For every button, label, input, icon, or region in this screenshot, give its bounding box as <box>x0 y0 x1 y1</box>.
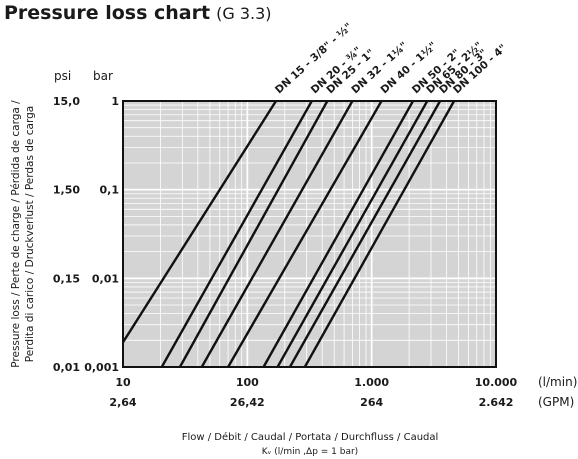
series-line <box>200 100 354 368</box>
y-tick-bar-label: 0,01 <box>92 272 119 285</box>
series-line <box>160 100 313 368</box>
y-axis-label-line-2: Perdita di carico / Druckverlust / Perda… <box>24 106 36 362</box>
x-tick-gpm-label: 26,42 <box>230 396 265 409</box>
x-tick-label: 100 <box>236 376 259 389</box>
psi-unit-label: psi <box>54 69 71 83</box>
tick-labels: 10 2,64 100 26,42 1.000 264 10.000 2.642 1 15,0 0,… <box>53 95 518 409</box>
x-tick-gpm-label: 2.642 <box>479 396 514 409</box>
chart-title-suffix: (G 3.3) <box>216 4 272 23</box>
y-tick-bar-label: 0,1 <box>100 184 120 197</box>
bar-unit-label: bar <box>93 69 113 83</box>
x-tick-label: 1.000 <box>354 376 389 389</box>
series-line <box>276 100 429 368</box>
series-labels: DN 15 - 3/8" - ½"DN 20 - ¾"DN 25 - 1"DN … <box>273 21 509 96</box>
series-line <box>178 100 329 368</box>
y-tick-psi-label: 0,15 <box>53 272 80 285</box>
y-axis-label-line-1: Pressure loss / Perte de charge / Pérdid… <box>10 100 22 368</box>
x-unit-gpm: (GPM) <box>538 395 574 409</box>
series-line <box>121 100 277 343</box>
y-tick-psi-label: 1,50 <box>53 184 80 197</box>
y-tick-psi-label: 0,01 <box>53 361 80 374</box>
plot-area <box>123 101 496 367</box>
series-line <box>303 100 456 368</box>
y-tick-bar-label: 0,001 <box>84 361 119 374</box>
x-unit-lpm: (l/min) <box>538 375 577 389</box>
x-axis-label-line-1: Flow / Débit / Caudal / Portata / Durchf… <box>182 431 439 443</box>
x-tick-gpm-label: 264 <box>360 396 383 409</box>
series-line <box>288 100 442 368</box>
chart-title: Pressure loss chart (G 3.3) <box>4 2 272 24</box>
series-line <box>227 100 383 368</box>
x-axis-label-line-2: Kᵥ (l/min ,Δp = 1 bar) <box>262 447 358 457</box>
x-tick-gpm-label: 2,64 <box>109 396 136 409</box>
y-tick-bar-label: 1 <box>111 95 119 108</box>
x-tick-label: 10 <box>115 376 131 389</box>
series-line <box>262 100 415 368</box>
series-layer <box>121 100 456 368</box>
chart-title-text: Pressure loss chart <box>4 2 211 24</box>
plot-frame <box>122 100 497 368</box>
y-tick-psi-label: 15,0 <box>53 95 80 108</box>
x-tick-label: 10.000 <box>475 376 518 389</box>
